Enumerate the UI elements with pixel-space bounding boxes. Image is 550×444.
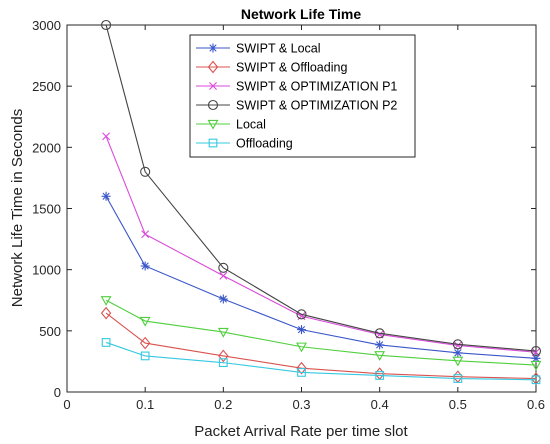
- x-tick-label: 0.6: [527, 397, 545, 412]
- data-point: [101, 19, 112, 31]
- data-point: [217, 327, 229, 338]
- legend-entry-label: SWIPT & Offloading: [236, 61, 347, 75]
- legend-marker: [208, 138, 218, 148]
- data-point: [374, 351, 386, 361]
- y-tick-label: 0: [54, 385, 61, 400]
- legend-marker: [209, 82, 217, 90]
- x-tick-label: 0.4: [371, 397, 389, 412]
- series-line-6: [105, 341, 537, 381]
- legend-marker: [207, 119, 219, 130]
- data-point: [139, 336, 151, 350]
- data-point: [101, 338, 111, 347]
- data-point: [452, 339, 463, 350]
- data-point: [375, 340, 385, 350]
- data-point: [100, 306, 112, 320]
- data-point: [140, 166, 151, 177]
- data-point: [296, 342, 307, 353]
- y-tick-label: 1500: [32, 202, 61, 217]
- legend-entry-label: SWIPT & OPTIMIZATION P2: [236, 99, 397, 113]
- data-point: [452, 356, 464, 367]
- legend-marker: [207, 99, 219, 111]
- data-point: [218, 294, 228, 304]
- series-line-5: [105, 299, 537, 366]
- data-point: [375, 371, 385, 380]
- legend-entry-label: SWIPT & OPTIMIZATION P1: [236, 80, 397, 94]
- y-tick-label: 2000: [32, 140, 61, 155]
- data-point: [218, 349, 229, 363]
- x-tick-label: 0.1: [136, 397, 154, 412]
- data-point: [530, 360, 542, 371]
- y-axis-label: Network Life Time in Seconds: [9, 109, 26, 307]
- data-point: [530, 345, 542, 357]
- data-point: [219, 271, 228, 280]
- data-point: [102, 132, 111, 141]
- x-tick-label: 0.2: [214, 397, 232, 412]
- data-point: [100, 296, 112, 306]
- y-tick-label: 1000: [32, 263, 61, 278]
- data-point: [296, 361, 307, 375]
- data-point: [101, 191, 111, 201]
- data-point: [141, 230, 150, 239]
- data-point: [453, 374, 463, 383]
- legend-marker: [208, 43, 218, 53]
- data-point: [297, 325, 306, 335]
- y-tick-label: 2500: [32, 79, 61, 94]
- data-point: [140, 261, 150, 271]
- data-point: [296, 309, 307, 320]
- data-point: [374, 328, 385, 339]
- legend-entry-label: Offloading: [236, 137, 293, 151]
- data-point: [218, 262, 229, 273]
- data-point: [531, 375, 541, 385]
- legend: SWIPT & Local SWIPT & Offloading SWIPT & O…: [189, 34, 416, 158]
- x-axis-label: Packet Arrival Rate per time slot: [194, 423, 408, 440]
- data-point: [139, 316, 151, 327]
- series-line-4: [105, 24, 537, 352]
- x-tick-label: 0.5: [449, 397, 467, 412]
- data-point: [297, 368, 306, 377]
- chart-title: Network Life Time: [241, 6, 362, 22]
- x-tick-label: 0.3: [292, 397, 310, 412]
- data-point: [218, 358, 228, 368]
- legend-entry-label: SWIPT & Local: [236, 42, 321, 56]
- data-point: [140, 351, 150, 361]
- y-tick-label: 500: [39, 324, 61, 339]
- legend-marker: [207, 60, 219, 74]
- data-point: [453, 348, 463, 358]
- legend-entry-label: Local: [236, 118, 266, 132]
- legend-box: [189, 34, 416, 158]
- y-tick-label: 3000: [32, 18, 61, 33]
- x-tick-label: 0: [63, 397, 70, 412]
